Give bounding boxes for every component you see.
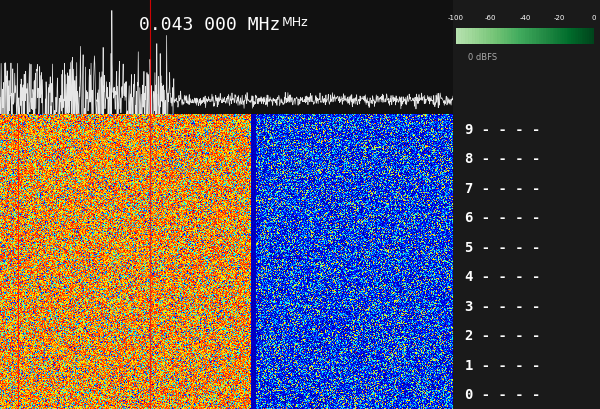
Text: 3 - - - -: 3 - - - - bbox=[465, 299, 540, 313]
Text: 1 - - - -: 1 - - - - bbox=[465, 358, 540, 372]
Text: MHz: MHz bbox=[282, 16, 308, 29]
Text: -60: -60 bbox=[485, 14, 496, 20]
Text: 8 - - - -: 8 - - - - bbox=[465, 152, 540, 166]
Text: -40: -40 bbox=[520, 14, 530, 20]
Text: 2 - - - -: 2 - - - - bbox=[465, 328, 540, 342]
Text: 0.043 000 MHz: 0.043 000 MHz bbox=[139, 16, 281, 34]
Text: 6 - - - -: 6 - - - - bbox=[465, 211, 540, 225]
Text: 0: 0 bbox=[592, 14, 596, 20]
Text: 4 - - - -: 4 - - - - bbox=[465, 270, 540, 283]
Text: 0 dBFS: 0 dBFS bbox=[468, 53, 497, 62]
Text: 9 - - - -: 9 - - - - bbox=[465, 122, 540, 136]
Text: -20: -20 bbox=[554, 14, 565, 20]
Text: -100: -100 bbox=[448, 14, 464, 20]
Text: 0 - - - -: 0 - - - - bbox=[465, 387, 540, 401]
Text: 7 - - - -: 7 - - - - bbox=[465, 181, 540, 195]
Text: 5 - - - -: 5 - - - - bbox=[465, 240, 540, 254]
